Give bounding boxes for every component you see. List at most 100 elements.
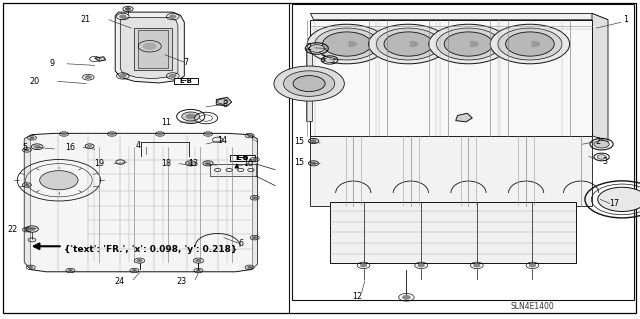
Circle shape (472, 42, 477, 44)
Circle shape (323, 32, 371, 56)
Text: {'text': 'FR.', 'x': 0.098, 'y': 0.218}: {'text': 'FR.', 'x': 0.098, 'y': 0.218} (64, 245, 237, 254)
Text: 9: 9 (49, 59, 54, 68)
Polygon shape (115, 12, 184, 83)
Circle shape (315, 28, 379, 60)
Text: 7: 7 (184, 58, 189, 67)
Bar (174, 78, 198, 84)
Circle shape (529, 264, 536, 267)
Circle shape (348, 41, 353, 44)
Circle shape (182, 112, 200, 121)
Text: 3: 3 (602, 157, 607, 166)
Circle shape (40, 171, 78, 190)
Text: 1: 1 (623, 15, 628, 24)
Text: 24: 24 (115, 277, 125, 286)
Text: E-6: E-6 (236, 155, 249, 161)
Polygon shape (211, 135, 227, 144)
Text: 22: 22 (8, 225, 18, 234)
Circle shape (25, 184, 29, 186)
Text: 13: 13 (188, 159, 198, 168)
Circle shape (307, 24, 387, 64)
Circle shape (29, 266, 33, 268)
Text: 15: 15 (294, 158, 305, 167)
Polygon shape (24, 136, 31, 270)
Circle shape (196, 270, 200, 271)
Circle shape (384, 32, 433, 56)
Polygon shape (310, 136, 592, 206)
Circle shape (186, 114, 195, 119)
Circle shape (284, 71, 335, 96)
Circle shape (293, 76, 325, 92)
Circle shape (376, 28, 440, 60)
Circle shape (248, 266, 252, 268)
Circle shape (598, 187, 640, 211)
Polygon shape (592, 13, 608, 142)
Circle shape (143, 43, 156, 49)
Circle shape (403, 295, 410, 299)
Circle shape (311, 140, 316, 142)
Polygon shape (306, 48, 312, 121)
Text: 12: 12 (352, 292, 362, 300)
Circle shape (309, 45, 324, 52)
Text: 10: 10 (243, 159, 253, 168)
Circle shape (531, 44, 536, 47)
Circle shape (253, 237, 257, 239)
Circle shape (125, 8, 131, 10)
Text: 6: 6 (238, 239, 243, 248)
Circle shape (188, 162, 193, 165)
Text: 3: 3 (321, 55, 326, 63)
Circle shape (498, 28, 562, 60)
Bar (210, 164, 256, 176)
Circle shape (534, 42, 539, 44)
Circle shape (352, 43, 357, 45)
Bar (230, 155, 255, 161)
Circle shape (594, 140, 609, 148)
Circle shape (205, 162, 211, 165)
Text: 16: 16 (65, 143, 76, 152)
Circle shape (597, 155, 606, 159)
Text: 15: 15 (294, 137, 305, 146)
Circle shape (34, 145, 40, 148)
Circle shape (274, 66, 344, 101)
Circle shape (196, 259, 201, 262)
Circle shape (535, 43, 540, 45)
Circle shape (351, 42, 356, 44)
Circle shape (348, 44, 353, 47)
Circle shape (120, 74, 126, 78)
Polygon shape (253, 135, 257, 269)
Circle shape (68, 270, 72, 271)
Text: 20: 20 (29, 77, 40, 86)
Circle shape (474, 264, 480, 267)
Text: E-B: E-B (180, 78, 193, 84)
Text: SLN4E1400: SLN4E1400 (511, 302, 554, 311)
Text: 4: 4 (136, 141, 141, 150)
Circle shape (444, 32, 493, 56)
Circle shape (29, 227, 35, 231)
Text: 14: 14 (217, 136, 227, 145)
Polygon shape (310, 13, 608, 20)
Text: 17: 17 (609, 199, 620, 208)
Circle shape (170, 15, 176, 18)
Text: 5: 5 (22, 143, 28, 152)
Circle shape (158, 133, 162, 135)
Text: 19: 19 (94, 159, 104, 168)
Circle shape (253, 197, 257, 199)
Circle shape (412, 42, 417, 44)
Text: 2: 2 (596, 137, 601, 146)
Circle shape (472, 44, 477, 46)
Circle shape (324, 57, 335, 63)
Bar (292, 4, 634, 300)
Circle shape (506, 32, 554, 56)
Text: 23: 23 (177, 277, 187, 286)
Circle shape (410, 44, 415, 47)
Circle shape (62, 133, 66, 135)
Circle shape (474, 43, 479, 45)
Bar (210, 164, 256, 176)
Circle shape (413, 43, 419, 45)
Circle shape (351, 44, 356, 46)
Circle shape (436, 28, 500, 60)
Circle shape (311, 162, 316, 165)
Text: E-6: E-6 (236, 155, 248, 161)
Circle shape (25, 149, 29, 151)
Text: 18: 18 (161, 159, 172, 168)
Circle shape (110, 133, 114, 135)
